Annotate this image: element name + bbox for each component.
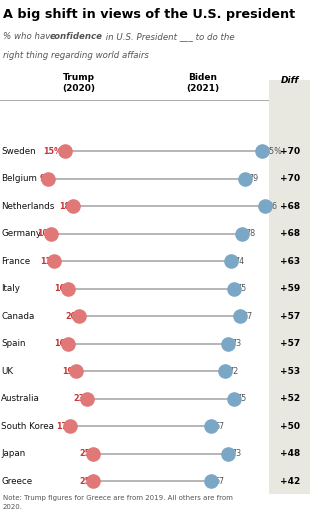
Text: UK: UK xyxy=(2,367,14,376)
Text: 79: 79 xyxy=(248,175,258,183)
Text: +50: +50 xyxy=(280,422,300,431)
Text: Australia: Australia xyxy=(2,394,40,404)
Text: Greece: Greece xyxy=(2,477,33,486)
Text: 78: 78 xyxy=(245,230,255,238)
Text: Japan: Japan xyxy=(2,449,26,459)
Text: 2020.: 2020. xyxy=(3,504,23,509)
Text: Note: Trump figures for Greece are from 2019. All others are from: Note: Trump figures for Greece are from … xyxy=(3,495,233,501)
Text: 19: 19 xyxy=(62,367,73,376)
Text: 18: 18 xyxy=(59,202,70,211)
Text: +48: +48 xyxy=(280,449,300,459)
Text: % who have: % who have xyxy=(3,32,58,41)
Text: A big shift in views of the U.S. president: A big shift in views of the U.S. preside… xyxy=(3,8,295,21)
Text: 16: 16 xyxy=(54,285,65,293)
Text: +57: +57 xyxy=(280,312,300,321)
Text: Diff: Diff xyxy=(281,76,299,84)
Text: +42: +42 xyxy=(280,477,300,486)
Text: 67: 67 xyxy=(214,422,224,431)
Text: 73: 73 xyxy=(231,449,241,459)
Text: 86: 86 xyxy=(268,202,278,211)
Text: 17: 17 xyxy=(57,422,68,431)
Text: 10: 10 xyxy=(37,230,48,238)
Text: Netherlands: Netherlands xyxy=(2,202,55,211)
Text: 16: 16 xyxy=(54,340,65,349)
Text: +68: +68 xyxy=(280,230,300,238)
Text: +68: +68 xyxy=(280,202,300,211)
Text: +70: +70 xyxy=(280,175,300,183)
Text: +70: +70 xyxy=(280,147,300,156)
FancyBboxPatch shape xyxy=(269,80,310,494)
Text: 77: 77 xyxy=(242,312,253,321)
Text: 73: 73 xyxy=(231,340,241,349)
Text: Belgium: Belgium xyxy=(2,175,37,183)
Text: 75: 75 xyxy=(237,394,247,404)
Text: 72: 72 xyxy=(228,367,238,376)
Text: 67: 67 xyxy=(214,477,224,486)
Text: in U.S. President ___ to do the: in U.S. President ___ to do the xyxy=(103,32,234,41)
Text: Trump
(2020): Trump (2020) xyxy=(62,73,95,93)
Text: confidence: confidence xyxy=(49,32,102,41)
Text: +52: +52 xyxy=(280,394,300,404)
Text: right thing regarding world affairs: right thing regarding world affairs xyxy=(3,51,149,61)
Text: Canada: Canada xyxy=(2,312,35,321)
Text: Biden
(2021): Biden (2021) xyxy=(186,73,219,93)
Text: 25: 25 xyxy=(79,449,90,459)
Text: 20: 20 xyxy=(65,312,76,321)
Text: 9: 9 xyxy=(40,175,45,183)
Text: 85%: 85% xyxy=(265,147,283,156)
Text: Sweden: Sweden xyxy=(2,147,36,156)
Text: 11: 11 xyxy=(40,257,51,266)
Text: 23: 23 xyxy=(73,394,85,404)
Text: France: France xyxy=(2,257,30,266)
Text: South Korea: South Korea xyxy=(2,422,55,431)
Text: 25: 25 xyxy=(79,477,90,486)
Text: +63: +63 xyxy=(280,257,300,266)
Text: +57: +57 xyxy=(280,340,300,349)
Text: Italy: Italy xyxy=(2,285,20,293)
Text: 74: 74 xyxy=(234,257,244,266)
Text: +53: +53 xyxy=(280,367,300,376)
Text: 15%: 15% xyxy=(43,147,62,156)
Text: Germany: Germany xyxy=(2,230,42,238)
Text: +59: +59 xyxy=(280,285,300,293)
Text: 75: 75 xyxy=(237,285,247,293)
Text: Spain: Spain xyxy=(2,340,26,349)
